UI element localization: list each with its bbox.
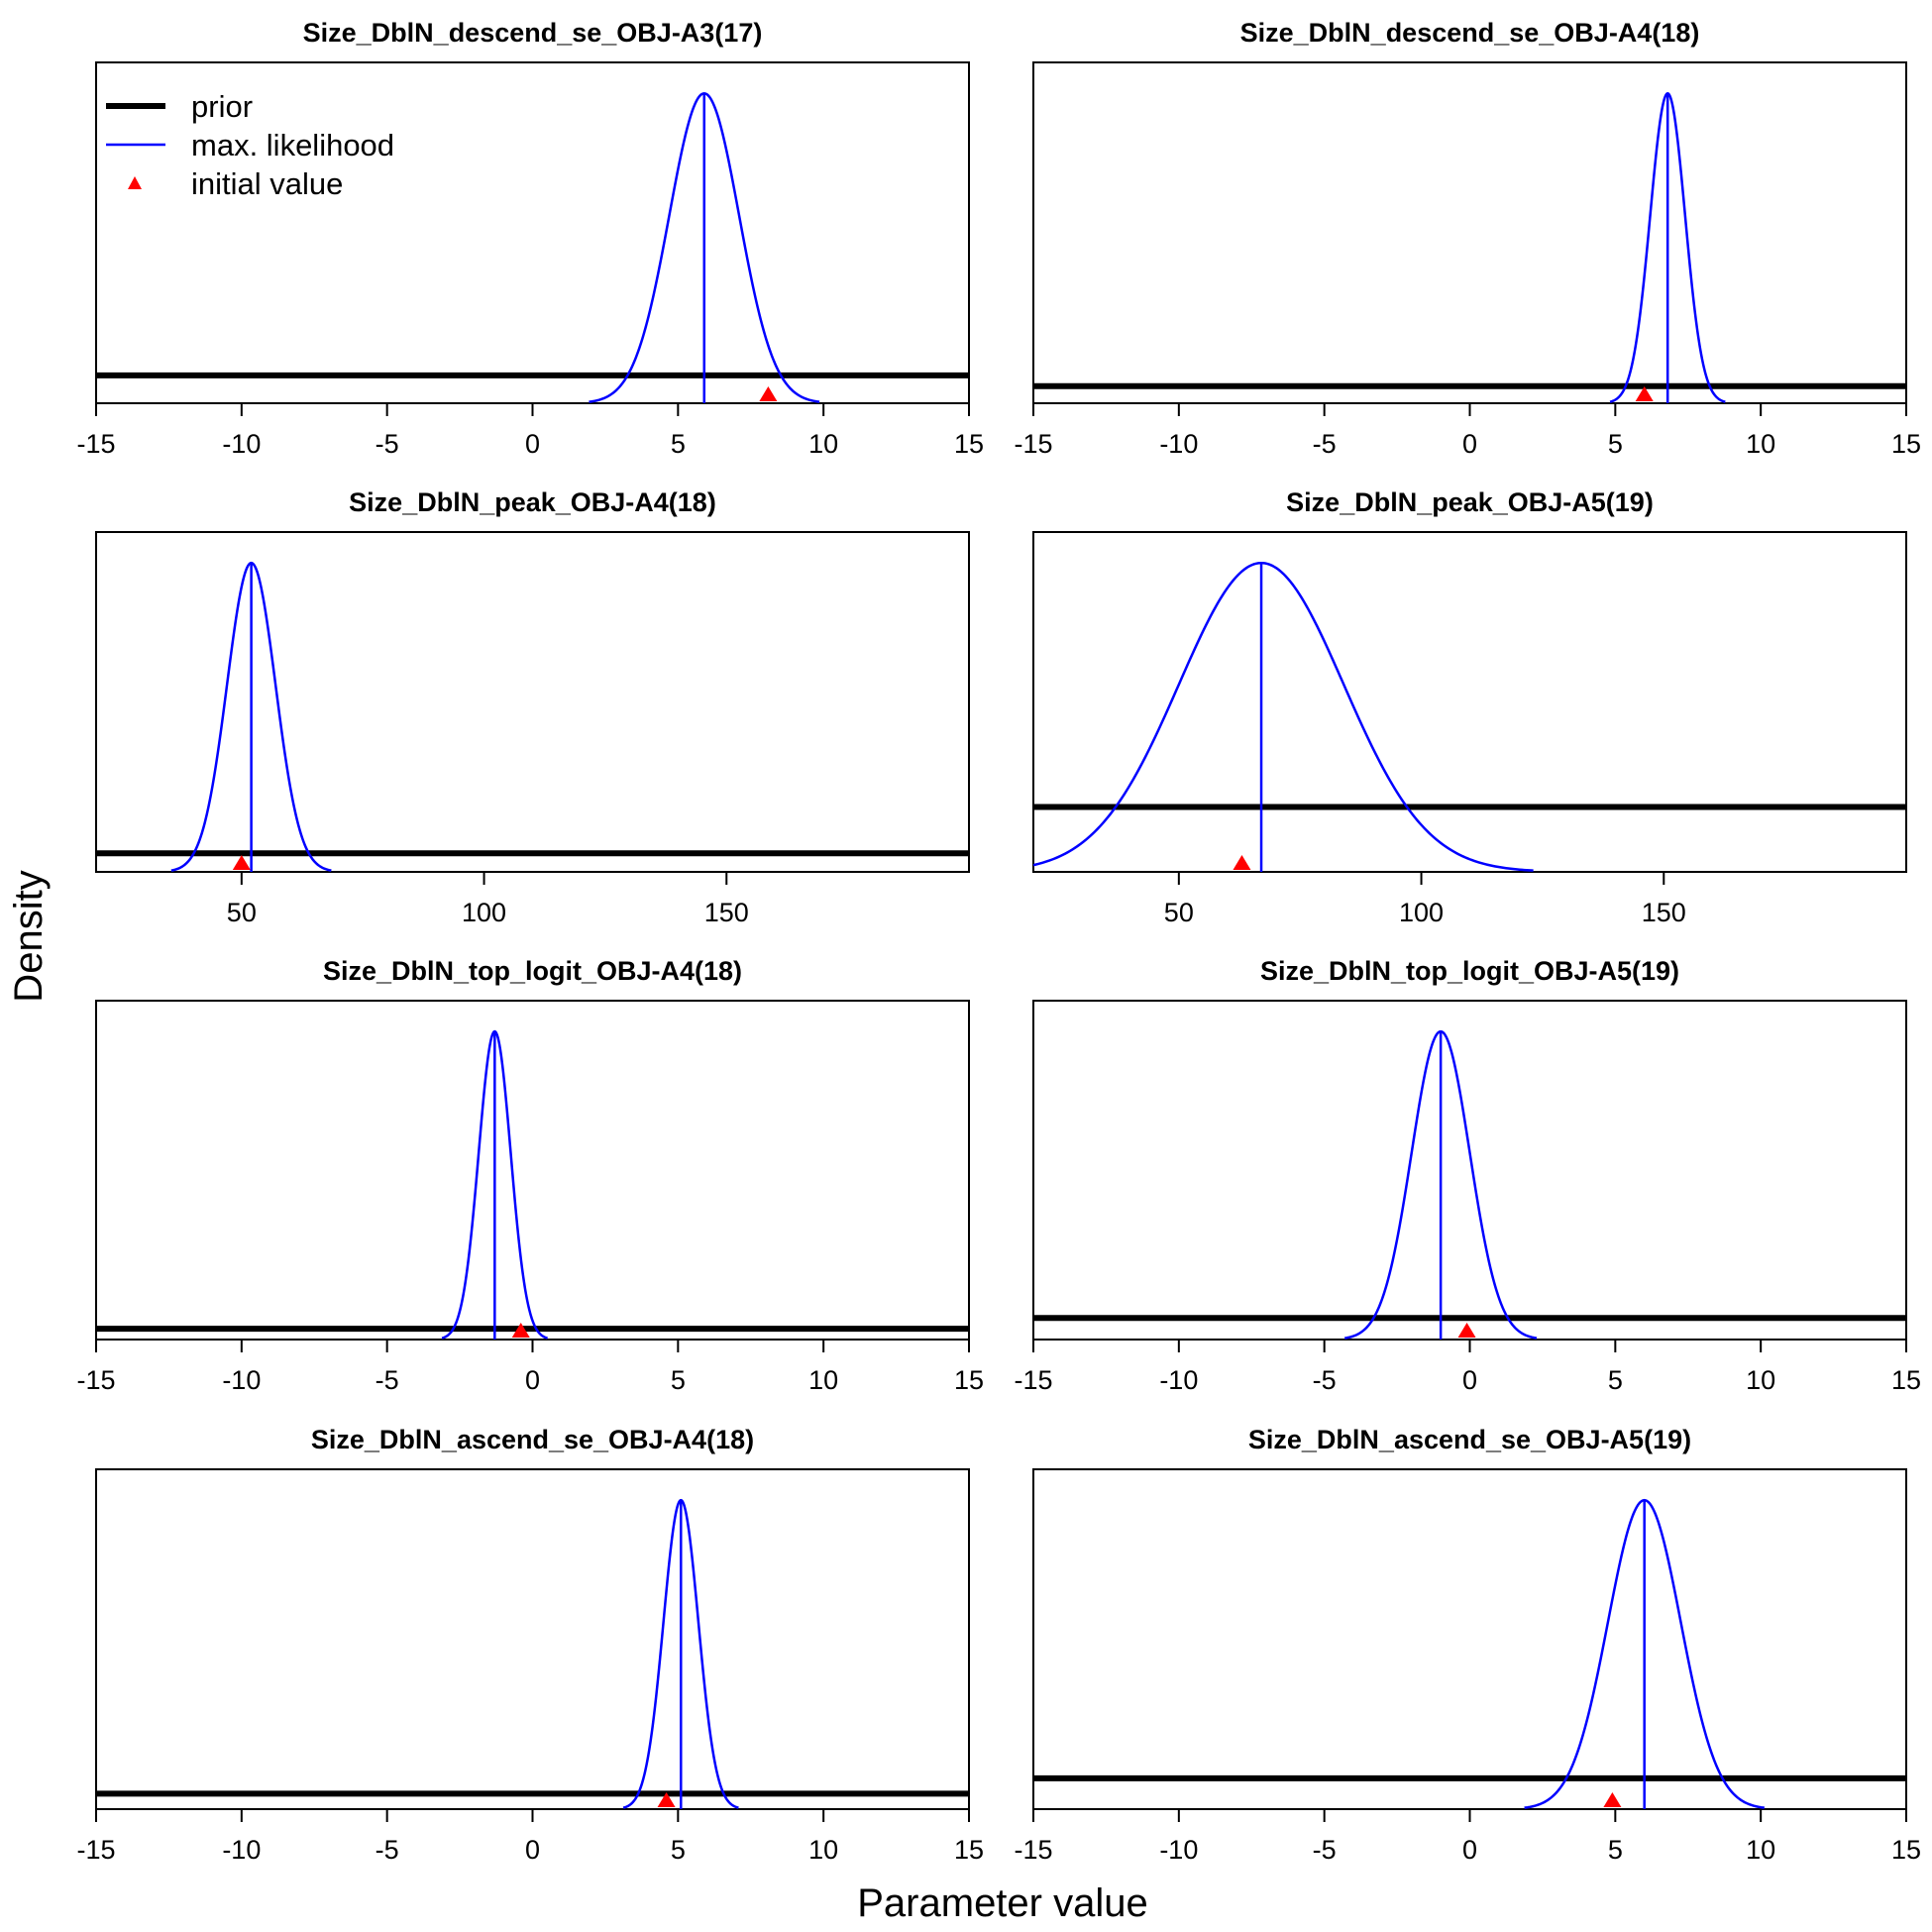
panel-title: Size_DblN_top_logit_OBJ-A5(19) — [1260, 956, 1679, 986]
max-likelihood-curve — [441, 1029, 548, 1340]
x-tick-label: 15 — [954, 429, 984, 459]
x-tick-label: 10 — [808, 429, 838, 459]
initial-value-marker — [1603, 1792, 1622, 1807]
x-tick-label: 5 — [1608, 1835, 1623, 1865]
x-tick-label: -15 — [76, 1835, 115, 1865]
x-tick-label: -5 — [1313, 429, 1337, 459]
panel-title: Size_DblN_ascend_se_OBJ-A4(18) — [311, 1425, 754, 1454]
x-tick-label: 15 — [1891, 1365, 1921, 1395]
x-tick-label: -15 — [1014, 429, 1052, 459]
x-tick-label: 50 — [1164, 898, 1194, 927]
initial-value-marker — [1457, 1323, 1476, 1338]
x-tick-label: 15 — [954, 1835, 984, 1865]
x-tick-label: 15 — [954, 1365, 984, 1395]
panel-frame — [1032, 531, 1907, 873]
max-likelihood-curve — [170, 561, 332, 872]
x-tick-label: -10 — [222, 429, 261, 459]
x-tick-label: 10 — [1746, 1835, 1775, 1865]
x-tick-label: 5 — [1608, 1365, 1623, 1395]
panel-title: Size_DblN_peak_OBJ-A5(19) — [1286, 487, 1654, 517]
max-likelihood-curve — [589, 92, 820, 403]
panel-frame — [95, 531, 970, 873]
panel-4: Size_DblN_peak_OBJ-A5(19) 50 100 150 — [1032, 487, 1907, 927]
max-likelihood-curve — [1344, 1029, 1538, 1340]
x-tick-label: 5 — [671, 1365, 686, 1395]
panel-5: Size_DblN_top_logit_OBJ-A4(18) -15 -10 -5 0 5… — [76, 956, 984, 1395]
x-tick-label: 15 — [1891, 429, 1921, 459]
initial-value-marker — [657, 1792, 676, 1807]
panels: Size_DblN_descend_se_OBJ-A3(17) -15 -10 -5 0… — [76, 18, 1921, 1865]
panel-2: Size_DblN_descend_se_OBJ-A4(18) -15 -10 -5 0… — [1014, 18, 1921, 459]
panel-title: Size_DblN_peak_OBJ-A4(18) — [349, 487, 716, 517]
panel-7: Size_DblN_ascend_se_OBJ-A4(18) -15 -10 -5 0 5… — [76, 1425, 984, 1865]
x-tick-label: -5 — [376, 429, 399, 459]
x-tick-label: 0 — [525, 1365, 540, 1395]
x-tick-label: 0 — [1462, 429, 1477, 459]
x-tick-label: 10 — [808, 1365, 838, 1395]
max-likelihood-curve — [1032, 561, 1534, 872]
x-tick-label: -5 — [1313, 1365, 1337, 1395]
panel-frame — [1032, 1468, 1907, 1810]
x-tick-label: 0 — [1462, 1835, 1477, 1865]
x-tick-label: 50 — [227, 898, 257, 927]
x-tick-label: -10 — [222, 1835, 261, 1865]
x-tick-label: -5 — [376, 1835, 399, 1865]
legend-initial-value-swatch — [128, 176, 142, 189]
panel-title: Size_DblN_descend_se_OBJ-A3(17) — [303, 18, 763, 48]
panel-frame — [1032, 61, 1907, 404]
panel-6: Size_DblN_top_logit_OBJ-A5(19) -15 -10 -5 0 5… — [1014, 956, 1921, 1395]
x-tick-label: -5 — [376, 1365, 399, 1395]
panel-frame — [1032, 1000, 1907, 1341]
legend-label: initial value — [191, 166, 343, 201]
x-tick-label: 0 — [525, 429, 540, 459]
x-tick-label: -5 — [1313, 1835, 1337, 1865]
initial-value-marker — [1233, 855, 1251, 870]
x-tick-label: 5 — [1608, 429, 1623, 459]
max-likelihood-curve — [1524, 1498, 1765, 1809]
x-tick-label: 100 — [462, 898, 506, 927]
x-tick-label: 10 — [1746, 1365, 1775, 1395]
x-tick-label: -10 — [222, 1365, 261, 1395]
x-tick-label: 100 — [1399, 898, 1444, 927]
x-tick-label: -15 — [76, 429, 115, 459]
y-axis-label: Density — [7, 870, 51, 1002]
x-tick-label: 150 — [704, 898, 749, 927]
legend: prior max. likelihood initial value — [106, 89, 394, 201]
panel-title: Size_DblN_top_logit_OBJ-A4(18) — [323, 956, 742, 986]
x-axis-label: Parameter value — [857, 1881, 1147, 1925]
max-likelihood-curve — [622, 1498, 739, 1809]
legend-label: max. likelihood — [191, 128, 394, 162]
x-tick-label: -10 — [1159, 1365, 1198, 1395]
panel-frame — [95, 1468, 970, 1810]
panel-8: Size_DblN_ascend_se_OBJ-A5(19) -15 -10 -5 0 5… — [1014, 1425, 1921, 1865]
panel-frame — [95, 1000, 970, 1341]
initial-value-marker — [232, 855, 251, 870]
x-tick-label: 5 — [671, 1835, 686, 1865]
x-tick-label: 0 — [1462, 1365, 1477, 1395]
legend-label: prior — [191, 89, 253, 124]
x-tick-label: 0 — [525, 1835, 540, 1865]
x-tick-label: 10 — [1746, 429, 1775, 459]
panel-1: Size_DblN_descend_se_OBJ-A3(17) -15 -10 -5 0… — [76, 18, 984, 459]
x-tick-label: 150 — [1642, 898, 1686, 927]
x-tick-label: 10 — [808, 1835, 838, 1865]
x-tick-label: 5 — [671, 429, 686, 459]
initial-value-marker — [511, 1323, 530, 1338]
x-tick-label: -15 — [1014, 1365, 1052, 1395]
initial-value-marker — [759, 386, 778, 401]
max-likelihood-curve — [1609, 91, 1726, 403]
initial-value-marker — [1635, 386, 1654, 401]
panel-title: Size_DblN_ascend_se_OBJ-A5(19) — [1248, 1425, 1691, 1454]
panel-title: Size_DblN_descend_se_OBJ-A4(18) — [1240, 18, 1700, 48]
x-tick-label: -10 — [1159, 429, 1198, 459]
x-tick-label: -15 — [76, 1365, 115, 1395]
x-tick-label: -10 — [1159, 1835, 1198, 1865]
x-tick-label: -15 — [1014, 1835, 1052, 1865]
panel-3: Size_DblN_peak_OBJ-A4(18) 50 100 150 — [95, 487, 970, 927]
x-tick-label: 15 — [1891, 1835, 1921, 1865]
